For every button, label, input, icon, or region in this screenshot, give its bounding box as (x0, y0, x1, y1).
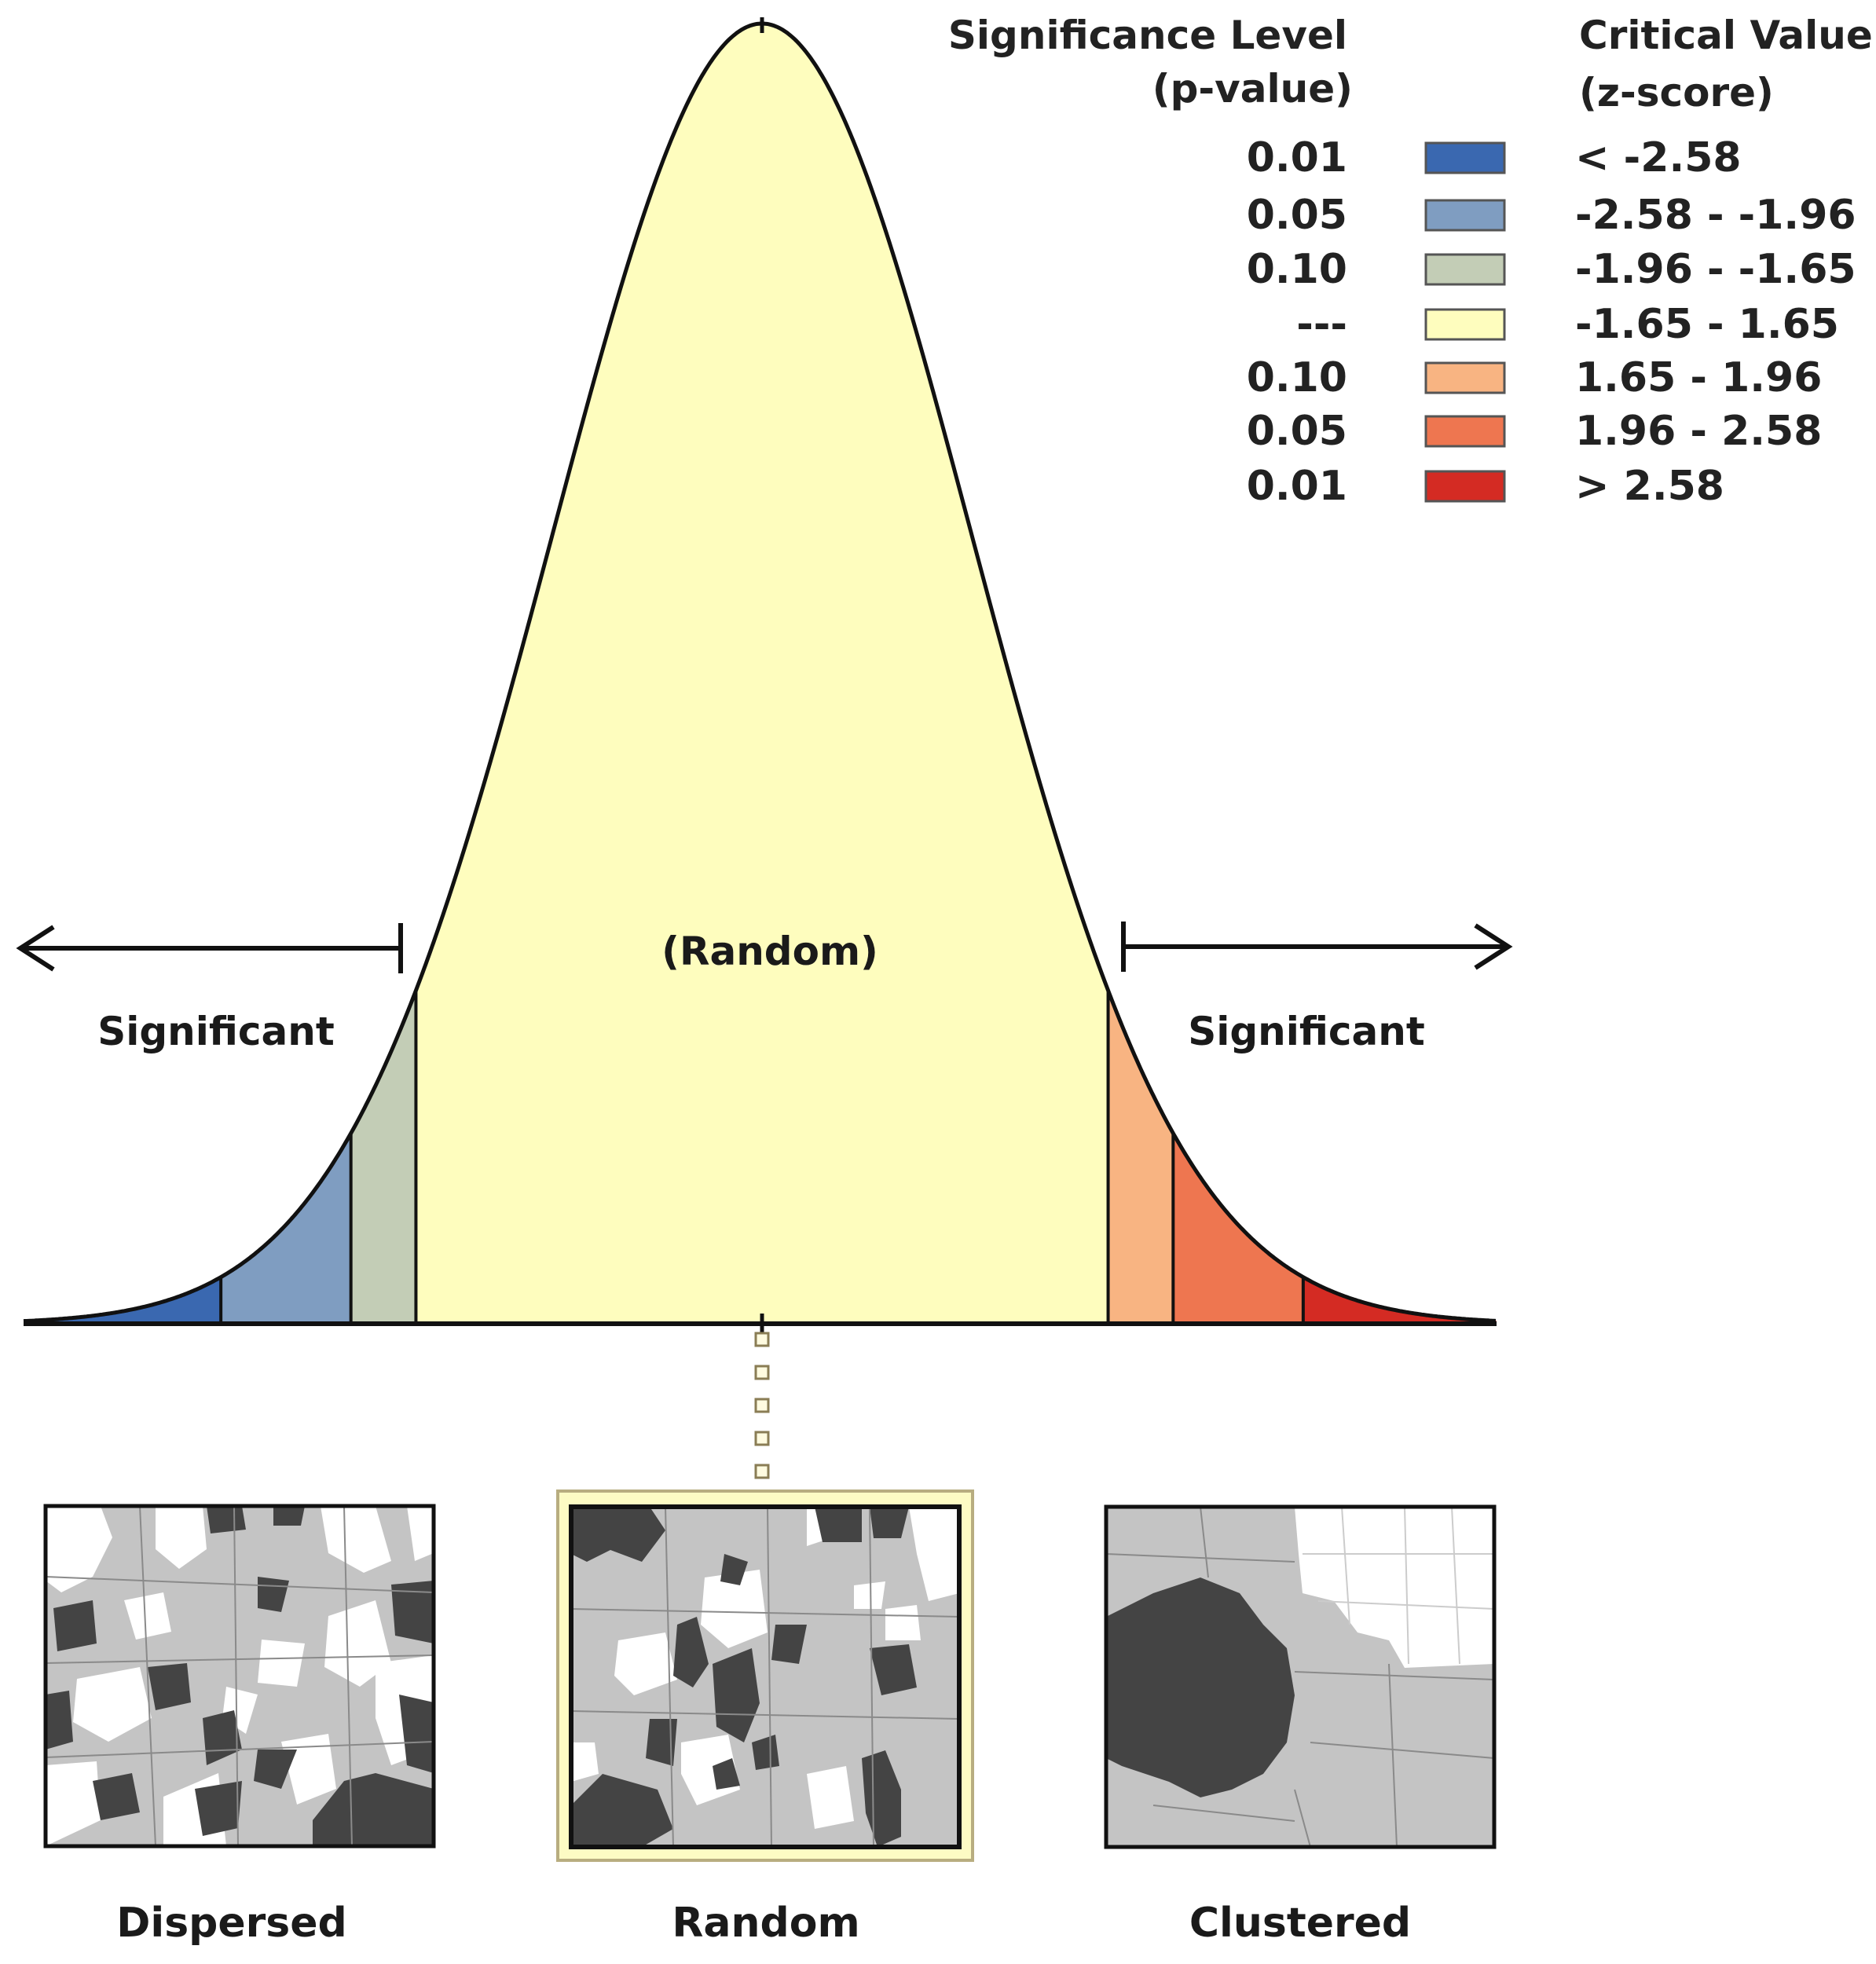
right-significant-label: Significant (1188, 1009, 1425, 1054)
legend-z-range-2: -2.58 - -1.96 (1575, 192, 1856, 239)
curve-region-7 (1303, 1277, 1497, 1324)
random-caption: Random (672, 1900, 859, 1947)
left-significant-label: Significant (97, 1009, 335, 1054)
map-clustered (1104, 1504, 1497, 1849)
legend-z-range-1: < -2.58 (1575, 134, 1742, 181)
legend-p-value-7: 0.01 (1247, 463, 1347, 510)
legend-swatch-4 (1424, 308, 1506, 341)
legend-swatch-5 (1424, 361, 1506, 394)
right-significance-arrow (1121, 922, 1513, 972)
legend: Significance Level (p-value) Critical Va… (948, 13, 1873, 510)
normal-distribution-curve (23, 21, 1497, 1324)
curve-region-5 (1108, 990, 1174, 1324)
map-dispersed (43, 1504, 436, 1849)
legend-p-value-6: 0.05 (1247, 408, 1347, 455)
legend-swatch-2 (1424, 199, 1506, 232)
random-curve-label: (Random) (661, 929, 878, 974)
curve-region-1 (24, 1277, 222, 1324)
legend-z-range-3: -1.96 - -1.65 (1575, 246, 1856, 293)
curve-region-4 (416, 24, 1108, 1324)
dotted-connector (754, 1332, 770, 1479)
curve-region-6 (1173, 1133, 1303, 1324)
legend-swatch-7 (1424, 470, 1506, 503)
p-value-header: (p-value) (1152, 66, 1353, 112)
legend-p-value-5: 0.10 (1247, 354, 1347, 401)
curve-region-2 (221, 1133, 351, 1324)
map-random (569, 1504, 962, 1849)
legend-p-value-1: 0.01 (1247, 134, 1347, 181)
legend-z-range-6: 1.96 - 2.58 (1575, 408, 1822, 455)
clustered-caption: Clustered (1189, 1900, 1411, 1947)
legend-z-range-7: > 2.58 (1575, 463, 1724, 510)
significance-level-header: Significance Level (948, 13, 1347, 58)
legend-z-range-5: 1.65 - 1.96 (1575, 354, 1822, 401)
curve-outline (23, 21, 1497, 1324)
legend-rows: 0.01 < -2.58 0.05 -2.58 - -1.96 0.10 -1.96 - … (1247, 134, 1856, 510)
legend-p-value-3: 0.10 (1247, 246, 1347, 293)
legend-p-value-4: --- (1296, 301, 1347, 348)
legend-swatch-1 (1424, 141, 1506, 174)
dispersed-caption: Dispersed (116, 1900, 347, 1947)
legend-swatch-6 (1424, 415, 1506, 448)
critical-value-header: Critical Value (1579, 13, 1873, 58)
legend-p-value-2: 0.05 (1247, 192, 1347, 239)
z-score-header: (z-score) (1579, 70, 1774, 115)
legend-swatch-3 (1424, 253, 1506, 286)
left-significance-arrow (16, 923, 403, 973)
legend-z-range-4: -1.65 - 1.65 (1575, 301, 1839, 348)
curve-region-3 (350, 990, 416, 1324)
